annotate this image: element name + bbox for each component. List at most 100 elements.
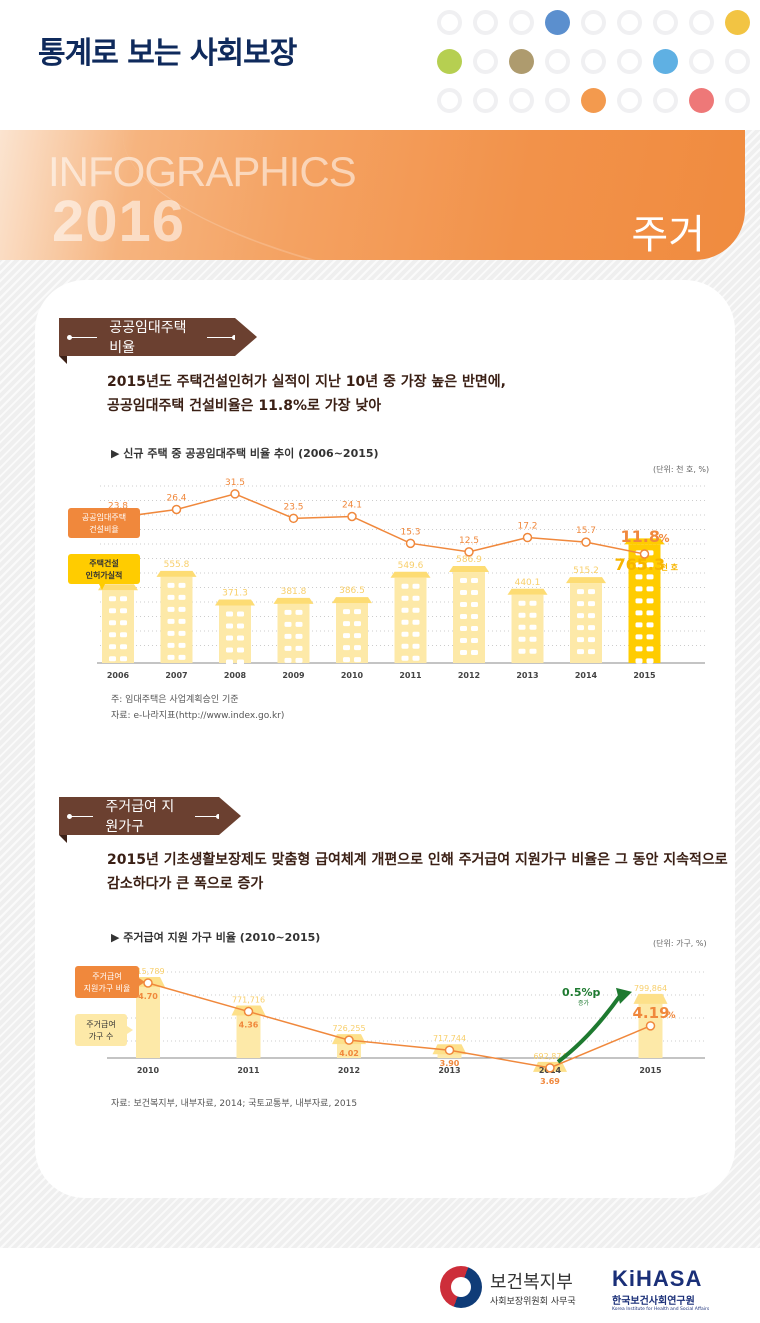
svg-text:692,874: 692,874 — [533, 1052, 566, 1061]
svg-text:주택건설: 주택건설 — [89, 558, 118, 568]
svg-text:771,716: 771,716 — [232, 996, 265, 1005]
svg-text:2011: 2011 — [399, 671, 422, 680]
decorative-dot — [545, 88, 570, 113]
svg-text:2006: 2006 — [107, 671, 130, 680]
svg-text:%: % — [667, 1011, 676, 1021]
svg-text:4.36: 4.36 — [239, 1021, 259, 1030]
note-source: 자료: e-나라지표(http://www.index.go.kr) — [111, 711, 285, 721]
decorative-dot — [545, 49, 570, 74]
decorative-dot — [473, 88, 498, 113]
footer: 보건복지부 사회보장위원회 사무국 KiHASA 한국보건사회연구원 Korea… — [0, 1248, 760, 1323]
page-title: 통계로 보는 사회보장 — [38, 36, 297, 71]
mohw-logo: 보건복지부 사회보장위원회 사무국 — [440, 1266, 576, 1308]
svg-text:4.19: 4.19 — [633, 1004, 670, 1022]
headline-line-1: 2015년도 주택건설인허가 실적이 지난 10년 중 가장 높은 반면에, — [107, 374, 506, 390]
chart1-notes: 주: 임대주택은 사업계획승인 기준 자료: e-나라지표(http://www… — [111, 692, 284, 724]
ribbon-label: 공공임대주택비율 — [109, 320, 187, 356]
svg-text:건설비율: 건설비율 — [89, 524, 118, 534]
decorative-dot — [473, 10, 498, 35]
decorative-dot — [581, 88, 606, 113]
ribbon-label: 주거급여 지원가구 — [105, 799, 175, 835]
chart-housing-benefit: 815,789 2010 771,716 2011 726,255 2012 717,744… — [75, 966, 705, 1086]
headline-line-2: 공공임대주택 건설비율은 11.8%로 가장 낮아 — [107, 398, 382, 414]
svg-text:2010: 2010 — [341, 671, 364, 680]
mohw-name: 보건복지부 — [490, 1271, 573, 1293]
section2-headline: 2015년 기초생활보장제도 맞춤형 급여체계 개편으로 인해 주거급여 지원가… — [107, 848, 728, 896]
svg-text:440.1: 440.1 — [515, 578, 541, 588]
svg-text:4.70: 4.70 — [138, 992, 158, 1001]
chart2-source: 자료: 보건복지부, 내부자료, 2014; 국토교통부, 내부자료, 2015 — [111, 1099, 358, 1109]
chart2-title: ▶ 주거급여 지원 가구 비율 (2010~2015) — [111, 931, 321, 944]
decorative-dot — [509, 49, 534, 74]
decorative-dot — [437, 88, 462, 113]
decorative-dot — [545, 10, 570, 35]
svg-text:2015: 2015 — [633, 671, 656, 680]
decorative-dot — [653, 88, 678, 113]
svg-text:23.5: 23.5 — [283, 502, 303, 512]
kihasa-logo: KiHASA 한국보건사회연구원 Korea Institute for Hea… — [612, 1266, 709, 1312]
chart1-title: ▶ 신규 주택 중 공공임대주택 비율 추이 (2006~2015) — [111, 447, 379, 460]
svg-text:지원가구 비율: 지원가구 비율 — [84, 984, 131, 993]
decorative-dot — [653, 10, 678, 35]
header: 통계로 보는 사회보장 — [0, 0, 760, 130]
svg-text:381.8: 381.8 — [281, 587, 307, 597]
svg-text:주거급여: 주거급여 — [86, 1019, 115, 1029]
svg-text:2012: 2012 — [458, 671, 480, 680]
svg-text:386.5: 386.5 — [339, 586, 365, 596]
headline-line-1: 2015년 기초생활보장제도 맞춤형 급여체계 개편으로 인해 주거급여 지원가… — [107, 852, 728, 868]
mohw-subtitle: 사회보장위원회 사무국 — [490, 1296, 576, 1307]
svg-text:2009: 2009 — [282, 671, 305, 680]
decorative-dot — [689, 10, 714, 35]
svg-text:586.9: 586.9 — [456, 555, 482, 565]
svg-text:555.8: 555.8 — [164, 560, 190, 570]
ribbon-line-right — [194, 813, 222, 819]
svg-text:2013: 2013 — [516, 671, 538, 680]
note-basis: 주: 임대주택은 사업계획승인 기준 — [111, 695, 239, 705]
svg-text:천 호: 천 호 — [661, 562, 679, 572]
decorative-dot — [437, 10, 462, 35]
svg-text:3.90: 3.90 — [440, 1059, 460, 1068]
svg-text:765.3: 765.3 — [615, 555, 666, 574]
decorative-dot — [581, 49, 606, 74]
svg-text:2013: 2013 — [438, 1066, 460, 1075]
svg-text:인허가실적: 인허가실적 — [86, 570, 123, 580]
ribbon-line-left — [66, 813, 94, 819]
svg-text:15.3: 15.3 — [400, 527, 420, 537]
decorative-dot — [509, 10, 534, 35]
svg-text:2010: 2010 — [137, 1066, 160, 1075]
kihasa-english: Korea Institute for Health and Social Af… — [612, 1307, 710, 1312]
svg-text:815,789: 815,789 — [131, 967, 164, 976]
headline-line-2: 감소하다가 큰 폭으로 증가 — [107, 876, 264, 892]
ribbon-line-left — [66, 334, 98, 340]
decorative-dot — [689, 49, 714, 74]
svg-text:515.2: 515.2 — [573, 566, 599, 576]
svg-text:2012: 2012 — [338, 1066, 360, 1075]
svg-text:3.69: 3.69 — [540, 1077, 560, 1086]
banner-year: 2016 — [52, 189, 186, 254]
svg-text:주거급여: 주거급여 — [92, 971, 121, 981]
chart-public-rental-ratio: 469.52006555.82007371.32008381.82009386.… — [68, 478, 705, 680]
decorative-dot — [617, 10, 642, 35]
svg-text:%: % — [659, 532, 670, 545]
svg-text:2011: 2011 — [237, 1066, 260, 1075]
svg-text:24.1: 24.1 — [342, 500, 362, 510]
ribbon-line-right — [206, 334, 238, 340]
svg-text:799,864: 799,864 — [634, 984, 667, 993]
chart1-unit: (단위: 천 호, %) — [653, 465, 710, 474]
decorative-dot — [689, 88, 714, 113]
svg-text:23.8: 23.8 — [108, 501, 128, 511]
svg-text:2015: 2015 — [639, 1066, 662, 1075]
svg-text:31.5: 31.5 — [225, 478, 245, 488]
decorative-dot — [437, 49, 462, 74]
svg-text:가구 수: 가구 수 — [89, 1032, 114, 1041]
svg-text:12.5: 12.5 — [459, 536, 479, 546]
section-ribbon-public-rental: 공공임대주택비율 — [59, 318, 257, 364]
decorative-dot — [725, 49, 750, 74]
svg-text:26.4: 26.4 — [166, 493, 186, 503]
taegeuk-icon — [440, 1266, 482, 1308]
svg-text:717,744: 717,744 — [433, 1034, 466, 1043]
kihasa-korean: 한국보건사회연구원 — [612, 1296, 695, 1307]
infographic-banner: INFOGRAPHICS 2016 주거 — [0, 130, 745, 260]
section-ribbon-housing-benefit: 주거급여 지원가구 — [59, 797, 241, 843]
decorative-dot — [473, 49, 498, 74]
